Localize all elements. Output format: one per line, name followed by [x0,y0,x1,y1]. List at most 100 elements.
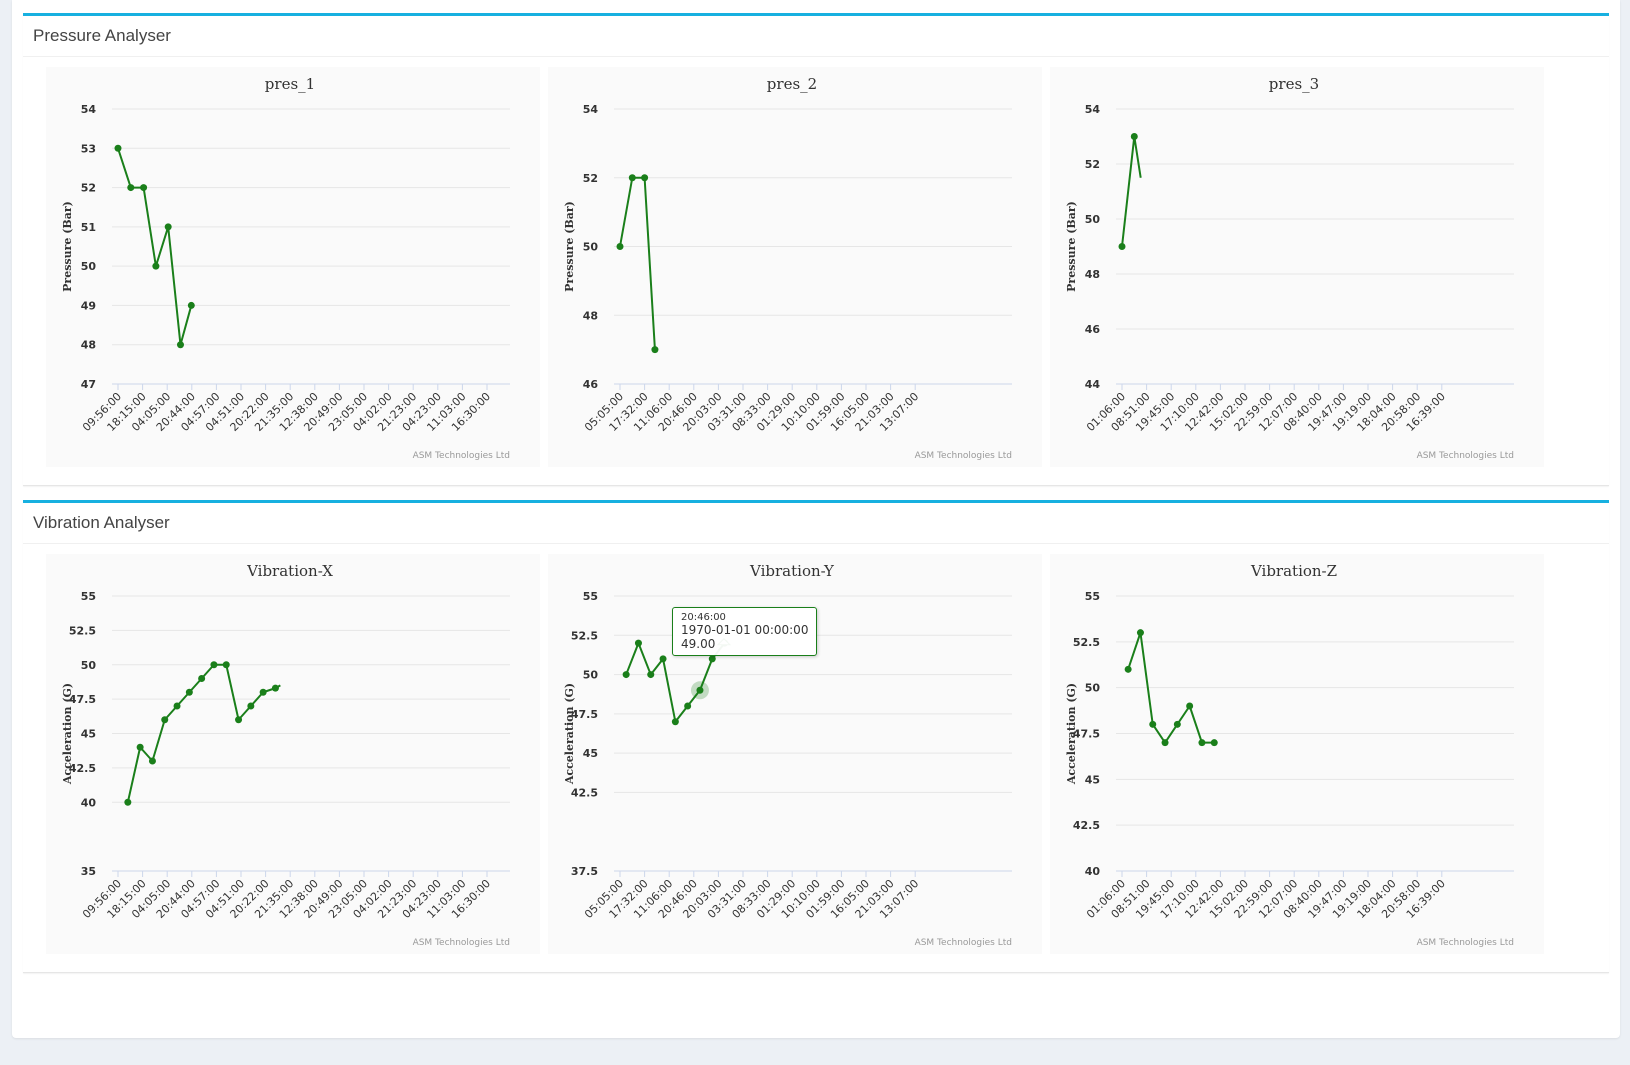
y-tick-label: 42.5 [571,786,598,799]
data-point[interactable] [1198,739,1206,747]
tooltip-time: 20:46:00 [681,612,726,623]
chart-title: Vibration-Z [1250,562,1337,580]
y-tick-label: 52.5 [571,629,598,642]
chart-vibration-z: Vibration-Z Acceleration (G) 40 42.5 45 47.5 5… [1050,554,1544,954]
data-point[interactable] [659,655,667,663]
y-tick-label: 49 [81,299,96,312]
y-tick-label: 54 [1085,103,1101,116]
y-tick-label: 52 [583,172,598,185]
data-point[interactable] [140,184,148,192]
data-point[interactable] [114,144,122,152]
y-tick-label: 52.5 [69,624,96,637]
chart-title: pres_3 [1269,75,1319,93]
data-point[interactable] [1173,720,1181,728]
chart-tooltip: 20:46:00 1970-01-01 00:00:00 49.00 [672,607,818,656]
data-point[interactable] [124,798,132,806]
data-point[interactable] [161,716,169,724]
y-tick-label: 55 [1085,590,1100,603]
y-tick-label: 55 [81,590,96,603]
y-tick-label: 42.5 [69,762,96,775]
chart-title: pres_2 [767,75,817,93]
data-point[interactable] [247,702,255,710]
pressure-panel: Pressure Analyser pres_1 Pressure (Bar) 47… [23,13,1609,486]
series-line [619,176,656,350]
chart-pres-2: pres_2 Pressure (Bar) 46 48 50 52 54 05:05:00 17… [548,67,1042,467]
data-point[interactable] [616,243,624,250]
y-tick-label: 52 [81,182,96,195]
chart-credit: ASM Technologies Ltd [413,938,510,948]
chart-svg: Vibration-Z Acceleration (G) 40 42.5 45 47.5 5… [1065,562,1514,948]
data-point[interactable] [651,346,659,354]
data-point[interactable] [634,639,642,647]
data-point[interactable] [696,686,704,694]
series-line [1121,135,1142,247]
data-point[interactable] [641,174,649,182]
series-line [117,147,193,346]
data-point[interactable] [185,688,193,696]
y-axis-label: Acceleration (G) [563,683,576,785]
data-point[interactable] [164,223,172,231]
chart-credit: ASM Technologies Ltd [413,451,510,461]
y-tick-label: 47.5 [69,693,96,706]
y-axis-label: Acceleration (G) [61,683,74,785]
hover-halo [690,681,709,700]
data-point[interactable] [1130,133,1138,140]
y-tick-label: 37.5 [571,865,598,878]
data-point[interactable] [198,675,206,682]
chart-credit: ASM Technologies Ltd [915,451,1012,461]
data-point[interactable] [148,757,156,765]
data-point[interactable] [684,702,692,710]
y-tick-label: 47.5 [571,708,598,721]
y-tick-label: 48 [1085,268,1100,281]
y-tick-label: 45 [583,747,598,760]
y-tick-label: 46 [583,378,599,391]
data-point[interactable] [1161,739,1169,747]
y-tick-label: 50 [81,260,97,273]
data-point[interactable] [136,743,144,751]
y-axis-label: Pressure (Bar) [563,201,576,292]
y-tick-label: 54 [583,103,599,116]
data-point[interactable] [222,661,230,669]
data-point[interactable] [671,718,679,726]
data-point[interactable] [1186,702,1194,710]
chart-svg: Vibration-Y Acceleration (G) 37.5 42.5 45 47.… [563,562,1012,948]
chart-svg: Vibration-X Acceleration (G) 35 40 42.5 45 47.… [61,562,510,948]
y-tick-label: 50 [1085,682,1101,695]
data-point[interactable] [173,702,181,710]
y-tick-label: 50 [81,659,97,672]
data-point[interactable] [708,655,716,663]
y-tick-label: 54 [81,103,97,116]
data-point[interactable] [187,301,195,309]
data-point[interactable] [259,688,267,696]
chart-pres-1: pres_1 Pressure (Bar) 47 48 49 50 51 52 53 54 09:5… [46,67,540,467]
data-point[interactable] [622,671,630,679]
data-point[interactable] [152,262,160,270]
data-point[interactable] [235,716,243,724]
data-point[interactable] [1149,720,1157,728]
y-tick-label: 47 [81,378,96,391]
data-point[interactable] [176,341,184,349]
y-tick-label: 51 [81,221,96,234]
chart-pres-3: pres_3 Pressure (Bar) 44 46 48 50 52 54 01:06:00… [1050,67,1544,467]
chart-credit: ASM Technologies Ltd [1417,451,1514,461]
y-axis-label: Pressure (Bar) [1065,201,1078,292]
data-point[interactable] [647,671,655,679]
y-tick-label: 44 [1085,378,1101,391]
y-tick-label: 52 [1085,158,1100,171]
y-tick-label: 40 [81,796,97,809]
series-line [1127,631,1215,744]
data-point[interactable] [1124,665,1132,673]
data-point[interactable] [1136,629,1144,637]
data-point[interactable] [127,184,135,192]
data-point[interactable] [1210,739,1218,747]
data-point[interactable] [271,684,279,692]
y-tick-label: 35 [81,865,96,878]
data-point[interactable] [1118,243,1126,250]
chart-credit: ASM Technologies Ltd [915,938,1012,948]
data-point[interactable] [210,661,218,669]
vibration-panel: Vibration Analyser Vibration-X Accelerati… [23,500,1609,973]
y-tick-label: 46 [1085,323,1101,336]
data-point[interactable] [628,174,636,182]
